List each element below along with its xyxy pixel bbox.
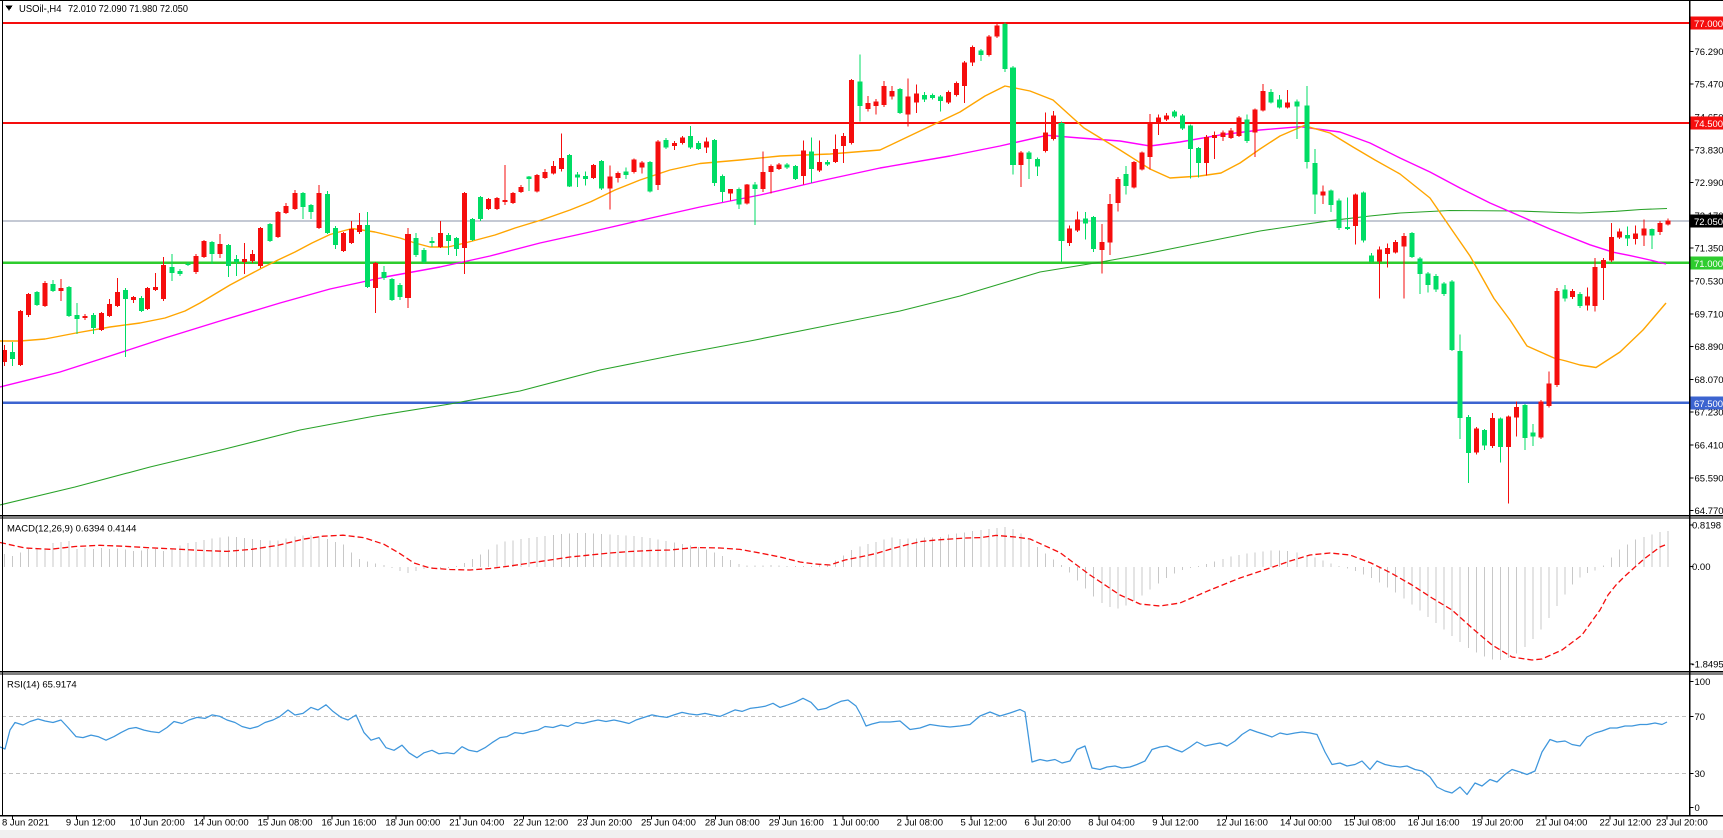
- svg-text:77.000: 77.000: [1694, 19, 1723, 30]
- svg-text:71.000: 71.000: [1694, 259, 1723, 270]
- svg-text:100: 100: [1695, 677, 1711, 688]
- svg-text:70.530: 70.530: [1695, 277, 1723, 288]
- svg-text:28 Jun 08:00: 28 Jun 08:00: [705, 818, 760, 829]
- svg-text:8 Jul 04:00: 8 Jul 04:00: [1088, 818, 1134, 829]
- svg-text:71.350: 71.350: [1695, 244, 1723, 255]
- svg-text:23 Jul 20:00: 23 Jul 20:00: [1656, 818, 1708, 829]
- svg-text:0: 0: [1695, 803, 1700, 814]
- svg-text:5 Jul 12:00: 5 Jul 12:00: [961, 818, 1007, 829]
- svg-text:68.890: 68.890: [1695, 342, 1723, 353]
- svg-text:6 Jul 20:00: 6 Jul 20:00: [1024, 818, 1070, 829]
- svg-text:70: 70: [1695, 712, 1706, 723]
- svg-text:68.070: 68.070: [1695, 375, 1723, 386]
- svg-text:72.010 72.090 71.980 72.050: 72.010 72.090 71.980 72.050: [68, 3, 188, 15]
- svg-text:8 Jun 2021: 8 Jun 2021: [2, 818, 49, 829]
- svg-text:16 Jul 16:00: 16 Jul 16:00: [1408, 818, 1460, 829]
- svg-text:MACD(12,26,9) 0.6394 0.4144: MACD(12,26,9) 0.6394 0.4144: [7, 524, 136, 535]
- svg-text:15 Jul 08:00: 15 Jul 08:00: [1344, 818, 1396, 829]
- svg-text:USOil-,H4: USOil-,H4: [19, 3, 62, 15]
- svg-text:9 Jun 12:00: 9 Jun 12:00: [66, 818, 116, 829]
- svg-text:14 Jul 00:00: 14 Jul 00:00: [1280, 818, 1332, 829]
- svg-text:1 Jul 00:00: 1 Jul 00:00: [833, 818, 879, 829]
- svg-text:65.590: 65.590: [1695, 473, 1723, 484]
- svg-text:29 Jun 16:00: 29 Jun 16:00: [769, 818, 824, 829]
- svg-text:14 Jun 00:00: 14 Jun 00:00: [194, 818, 249, 829]
- svg-text:-1.8495: -1.8495: [1692, 660, 1723, 671]
- svg-text:21 Jun 04:00: 21 Jun 04:00: [449, 818, 504, 829]
- svg-text:67.230: 67.230: [1695, 408, 1723, 419]
- svg-text:75.470: 75.470: [1695, 80, 1723, 91]
- svg-text:0.8198: 0.8198: [1692, 521, 1721, 532]
- svg-text:0.00: 0.00: [1692, 562, 1711, 573]
- svg-text:15 Jun 08:00: 15 Jun 08:00: [258, 818, 313, 829]
- svg-text:23 Jun 20:00: 23 Jun 20:00: [577, 818, 632, 829]
- svg-text:2 Jul 08:00: 2 Jul 08:00: [897, 818, 943, 829]
- svg-text:64.770: 64.770: [1695, 506, 1723, 517]
- svg-text:25 Jun 04:00: 25 Jun 04:00: [641, 818, 696, 829]
- svg-text:72.050: 72.050: [1694, 217, 1723, 228]
- svg-text:73.830: 73.830: [1695, 145, 1723, 156]
- svg-text:67.500: 67.500: [1694, 399, 1723, 410]
- svg-text:10 Jun 20:00: 10 Jun 20:00: [130, 818, 185, 829]
- svg-text:9 Jul 12:00: 9 Jul 12:00: [1152, 818, 1198, 829]
- svg-text:30: 30: [1695, 769, 1706, 780]
- svg-text:22 Jul 12:00: 22 Jul 12:00: [1600, 818, 1652, 829]
- svg-text:19 Jul 20:00: 19 Jul 20:00: [1472, 818, 1524, 829]
- svg-text:22 Jun 12:00: 22 Jun 12:00: [513, 818, 568, 829]
- svg-text:18 Jun 00:00: 18 Jun 00:00: [385, 818, 440, 829]
- svg-text:74.500: 74.500: [1694, 119, 1723, 130]
- svg-text:69.710: 69.710: [1695, 309, 1723, 320]
- svg-text:12 Jul 16:00: 12 Jul 16:00: [1216, 818, 1268, 829]
- svg-text:72.990: 72.990: [1695, 178, 1723, 189]
- svg-text:76.290: 76.290: [1695, 47, 1723, 58]
- svg-text:16 Jun 16:00: 16 Jun 16:00: [322, 818, 377, 829]
- svg-text:21 Jul 04:00: 21 Jul 04:00: [1536, 818, 1588, 829]
- svg-text:66.410: 66.410: [1695, 441, 1723, 452]
- svg-text:RSI(14) 65.9174: RSI(14) 65.9174: [7, 680, 77, 691]
